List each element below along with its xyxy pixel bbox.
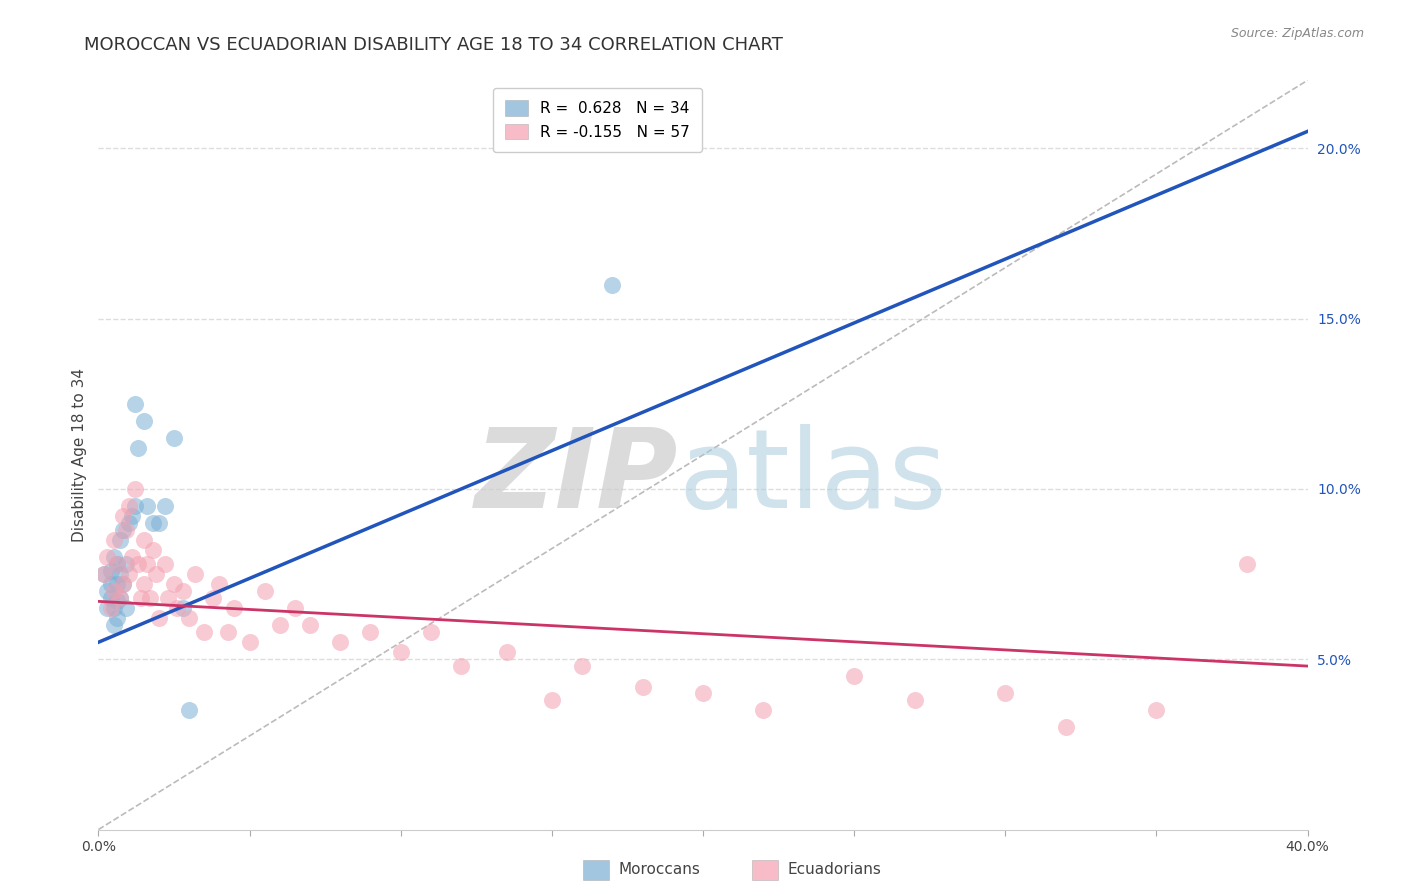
Point <box>108 533 131 547</box>
Point <box>118 516 141 530</box>
Point <box>96 601 118 615</box>
Point <box>145 567 167 582</box>
Point <box>142 543 165 558</box>
Point <box>111 523 134 537</box>
Point <box>114 601 136 615</box>
Point <box>105 557 128 571</box>
Point <box>105 557 128 571</box>
Point <box>602 277 624 292</box>
Point <box>103 550 125 565</box>
Point <box>96 550 118 565</box>
Point <box>132 414 155 428</box>
Point <box>163 577 186 591</box>
Point <box>994 686 1017 700</box>
Point <box>217 625 239 640</box>
Point <box>179 611 201 625</box>
Point <box>148 611 170 625</box>
Point <box>142 516 165 530</box>
Point <box>108 591 131 605</box>
Point <box>124 499 146 513</box>
Point <box>184 567 207 582</box>
Point <box>202 591 225 605</box>
Point <box>127 441 149 455</box>
Point <box>360 625 382 640</box>
Text: Ecuadorians: Ecuadorians <box>787 863 882 877</box>
Point <box>114 523 136 537</box>
Text: atlas: atlas <box>679 424 948 531</box>
Point <box>420 625 443 640</box>
Point <box>172 584 194 599</box>
Point <box>103 584 125 599</box>
Point <box>752 703 775 717</box>
Point <box>114 557 136 571</box>
Point <box>208 577 231 591</box>
Point <box>121 550 143 565</box>
Point <box>299 618 322 632</box>
Point <box>148 516 170 530</box>
Point <box>153 499 176 513</box>
Point <box>124 482 146 496</box>
Point <box>163 431 186 445</box>
Point <box>1144 703 1167 717</box>
Point <box>105 611 128 625</box>
Point <box>96 584 118 599</box>
Point <box>100 601 122 615</box>
Point <box>103 533 125 547</box>
Point <box>105 577 128 591</box>
Point <box>132 533 155 547</box>
Point <box>100 577 122 591</box>
Point <box>118 499 141 513</box>
Point <box>111 577 134 591</box>
Point <box>1236 557 1258 571</box>
Point <box>631 680 654 694</box>
Point <box>844 669 866 683</box>
Point <box>224 601 246 615</box>
Point <box>135 557 157 571</box>
Point <box>284 601 307 615</box>
Point <box>135 499 157 513</box>
Point <box>571 659 593 673</box>
Point <box>100 564 122 578</box>
Point <box>127 557 149 571</box>
Point <box>540 693 562 707</box>
Point <box>108 591 131 605</box>
Point <box>172 601 194 615</box>
Point <box>103 601 125 615</box>
Point <box>108 567 131 582</box>
Point <box>124 397 146 411</box>
Point <box>450 659 472 673</box>
Point <box>239 635 262 649</box>
Point <box>179 703 201 717</box>
Point <box>129 591 152 605</box>
Point <box>118 567 141 582</box>
Point <box>93 567 115 582</box>
Point <box>156 591 179 605</box>
Point <box>269 618 291 632</box>
Point <box>1054 720 1077 734</box>
Text: Source: ZipAtlas.com: Source: ZipAtlas.com <box>1230 27 1364 40</box>
Point <box>153 557 176 571</box>
Point <box>111 577 134 591</box>
Point <box>132 577 155 591</box>
Point <box>495 645 517 659</box>
Point <box>139 591 162 605</box>
Point <box>166 601 188 615</box>
Point <box>93 567 115 582</box>
Text: Moroccans: Moroccans <box>619 863 700 877</box>
Point <box>692 686 714 700</box>
Text: ZIP: ZIP <box>475 424 679 531</box>
Point <box>121 509 143 524</box>
Y-axis label: Disability Age 18 to 34: Disability Age 18 to 34 <box>72 368 87 542</box>
Point <box>389 645 412 659</box>
Point <box>253 584 276 599</box>
Point <box>103 618 125 632</box>
Point <box>329 635 352 649</box>
Legend: R =  0.628   N = 34, R = -0.155   N = 57: R = 0.628 N = 34, R = -0.155 N = 57 <box>494 88 703 152</box>
Text: MOROCCAN VS ECUADORIAN DISABILITY AGE 18 TO 34 CORRELATION CHART: MOROCCAN VS ECUADORIAN DISABILITY AGE 18… <box>84 36 783 54</box>
Point <box>904 693 927 707</box>
Point <box>193 625 215 640</box>
Point <box>111 509 134 524</box>
Point <box>100 591 122 605</box>
Point <box>105 594 128 608</box>
